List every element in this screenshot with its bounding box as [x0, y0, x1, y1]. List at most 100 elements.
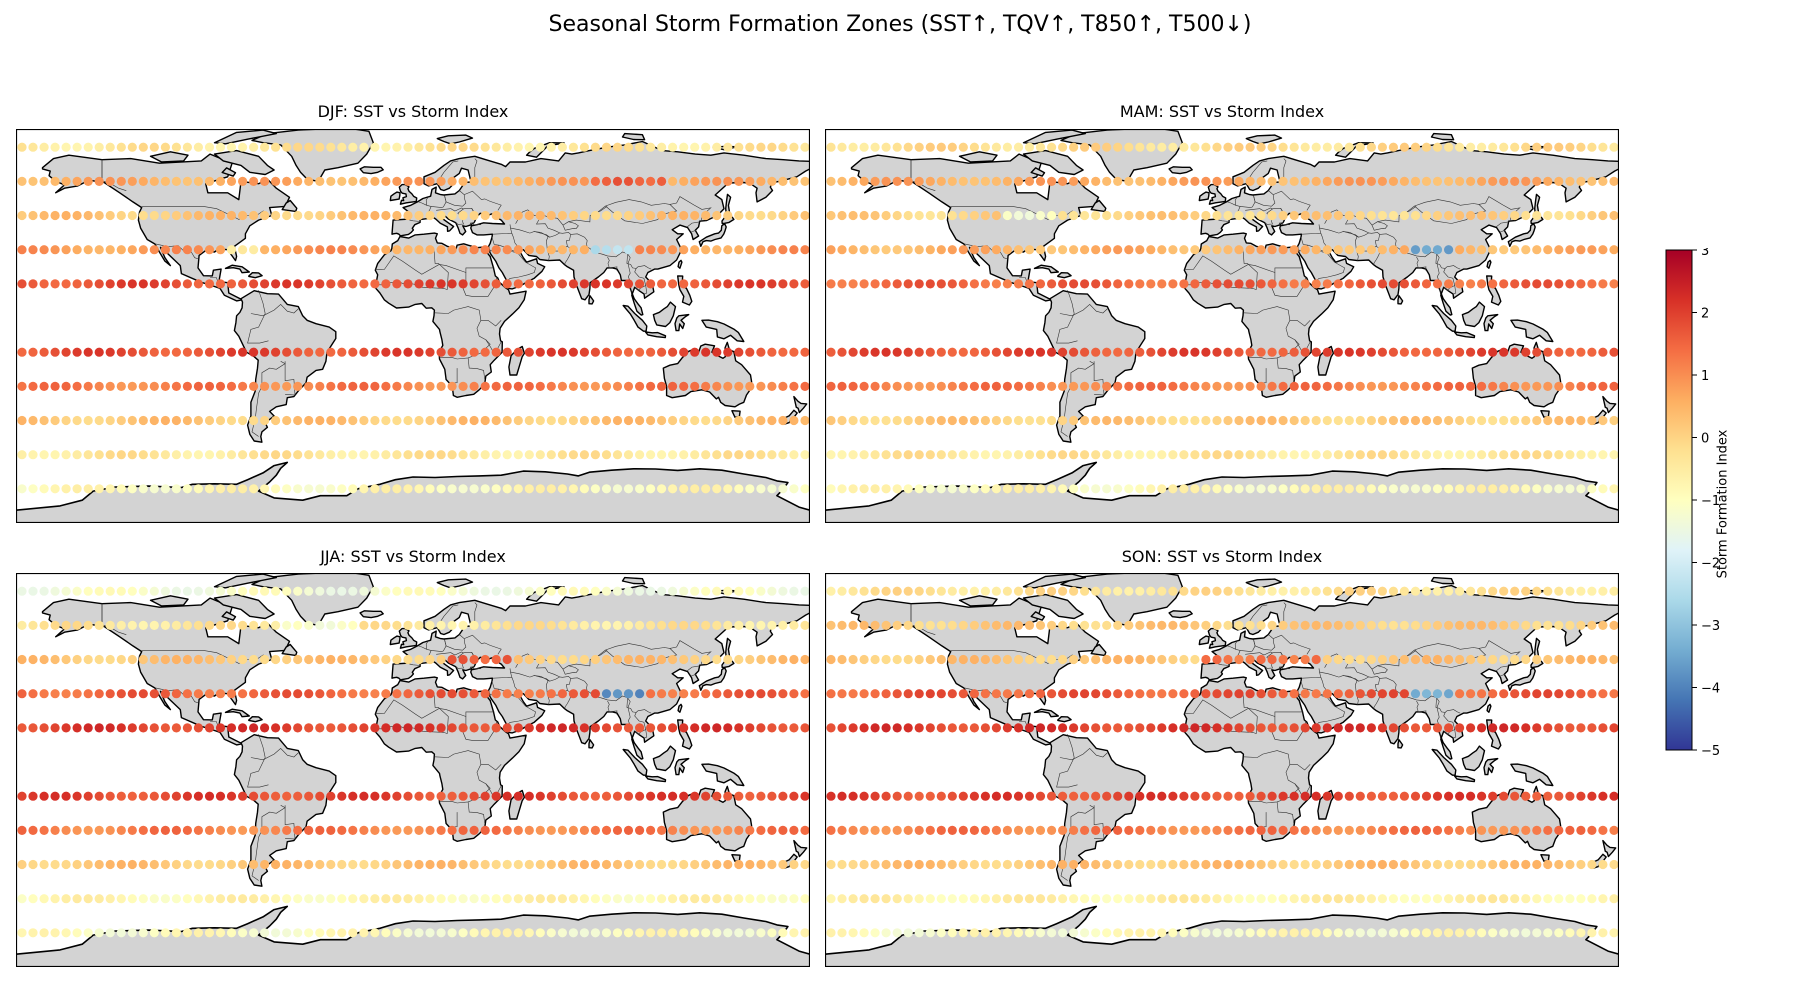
storm-point — [160, 825, 170, 835]
storm-point — [1554, 176, 1564, 186]
storm-point — [1410, 381, 1421, 391]
storm-point — [646, 415, 656, 426]
storm-point — [447, 791, 457, 801]
storm-point — [679, 450, 689, 460]
storm-point — [734, 825, 744, 835]
country-border — [1056, 290, 1078, 344]
storm-point — [436, 723, 446, 733]
storm-point — [1521, 210, 1531, 221]
storm-point — [1598, 484, 1608, 494]
storm-point — [215, 689, 226, 699]
storm-point — [1080, 450, 1090, 460]
storm-point — [756, 859, 766, 870]
storm-point — [524, 791, 534, 801]
storm-point — [149, 825, 159, 835]
storm-point — [436, 825, 446, 835]
storm-point — [1598, 176, 1608, 186]
storm-point — [635, 415, 645, 426]
storm-point — [859, 484, 869, 494]
storm-point — [1245, 620, 1255, 630]
storm-point — [403, 654, 413, 665]
storm-point — [1521, 176, 1531, 186]
storm-point — [524, 689, 534, 699]
storm-point — [370, 825, 380, 835]
storm-point — [892, 894, 902, 904]
storm-point — [1168, 825, 1178, 835]
storm-point — [745, 381, 755, 391]
storm-point — [745, 654, 755, 665]
storm-point — [557, 279, 568, 289]
storm-point — [991, 791, 1001, 801]
storm-point — [1333, 791, 1343, 801]
storm-point — [1069, 381, 1079, 391]
storm-point — [1565, 620, 1575, 630]
storm-point — [249, 586, 259, 596]
storm-point — [800, 859, 810, 870]
storm-point — [535, 142, 545, 152]
land-java — [1453, 331, 1476, 339]
storm-point — [226, 689, 237, 699]
storm-point — [756, 689, 766, 699]
storm-point — [590, 381, 601, 391]
storm-point — [17, 689, 27, 699]
storm-point — [1245, 484, 1255, 494]
storm-point — [646, 347, 656, 357]
storm-point — [590, 894, 601, 904]
storm-point — [17, 210, 27, 221]
storm-point — [712, 279, 722, 289]
storm-point — [1366, 279, 1376, 289]
storm-point — [1554, 586, 1564, 596]
storm-point — [271, 245, 281, 255]
country-border — [284, 361, 296, 396]
storm-point — [1477, 825, 1487, 835]
storm-point — [859, 928, 869, 938]
storm-point — [848, 176, 858, 186]
storm-point — [1366, 586, 1376, 596]
storm-point — [778, 279, 788, 289]
storm-point — [17, 825, 27, 835]
storm-point — [1069, 928, 1079, 938]
storm-point — [480, 654, 490, 665]
land-cuba — [224, 264, 250, 274]
storm-point — [1410, 347, 1421, 357]
storm-point — [701, 859, 711, 870]
storm-point — [337, 279, 347, 289]
storm-point — [1377, 654, 1387, 665]
storm-point — [947, 928, 957, 938]
storm-point — [425, 176, 435, 186]
storm-point — [1466, 791, 1476, 801]
storm-point — [1466, 723, 1476, 733]
land-newfoundland — [1090, 199, 1107, 213]
storm-point — [1344, 210, 1354, 221]
storm-point — [293, 347, 303, 357]
storm-point — [679, 176, 689, 186]
country-border — [439, 604, 459, 624]
storm-point — [723, 245, 733, 255]
storm-point — [414, 415, 424, 426]
storm-point — [1201, 859, 1211, 870]
storm-point — [1576, 142, 1586, 152]
storm-point — [1080, 176, 1090, 186]
storm-point — [1080, 484, 1090, 494]
storm-point — [447, 689, 457, 699]
storm-point — [590, 142, 601, 152]
storm-point — [800, 723, 810, 733]
storm-point — [1157, 415, 1167, 426]
storm-point — [745, 620, 755, 630]
storm-point — [635, 620, 645, 630]
storm-point — [1355, 176, 1365, 186]
storm-point — [1333, 381, 1343, 391]
storm-point — [1190, 176, 1200, 186]
storm-point — [28, 450, 38, 460]
storm-point — [568, 347, 579, 357]
storm-point — [1234, 825, 1244, 835]
country-border — [464, 634, 502, 655]
storm-point — [1013, 176, 1024, 186]
storm-point — [892, 245, 902, 255]
storm-point — [668, 620, 678, 630]
storm-point — [892, 654, 902, 665]
storm-point — [1333, 450, 1343, 460]
storm-point — [657, 484, 667, 494]
storm-point — [1013, 245, 1024, 255]
storm-point — [1344, 620, 1354, 630]
